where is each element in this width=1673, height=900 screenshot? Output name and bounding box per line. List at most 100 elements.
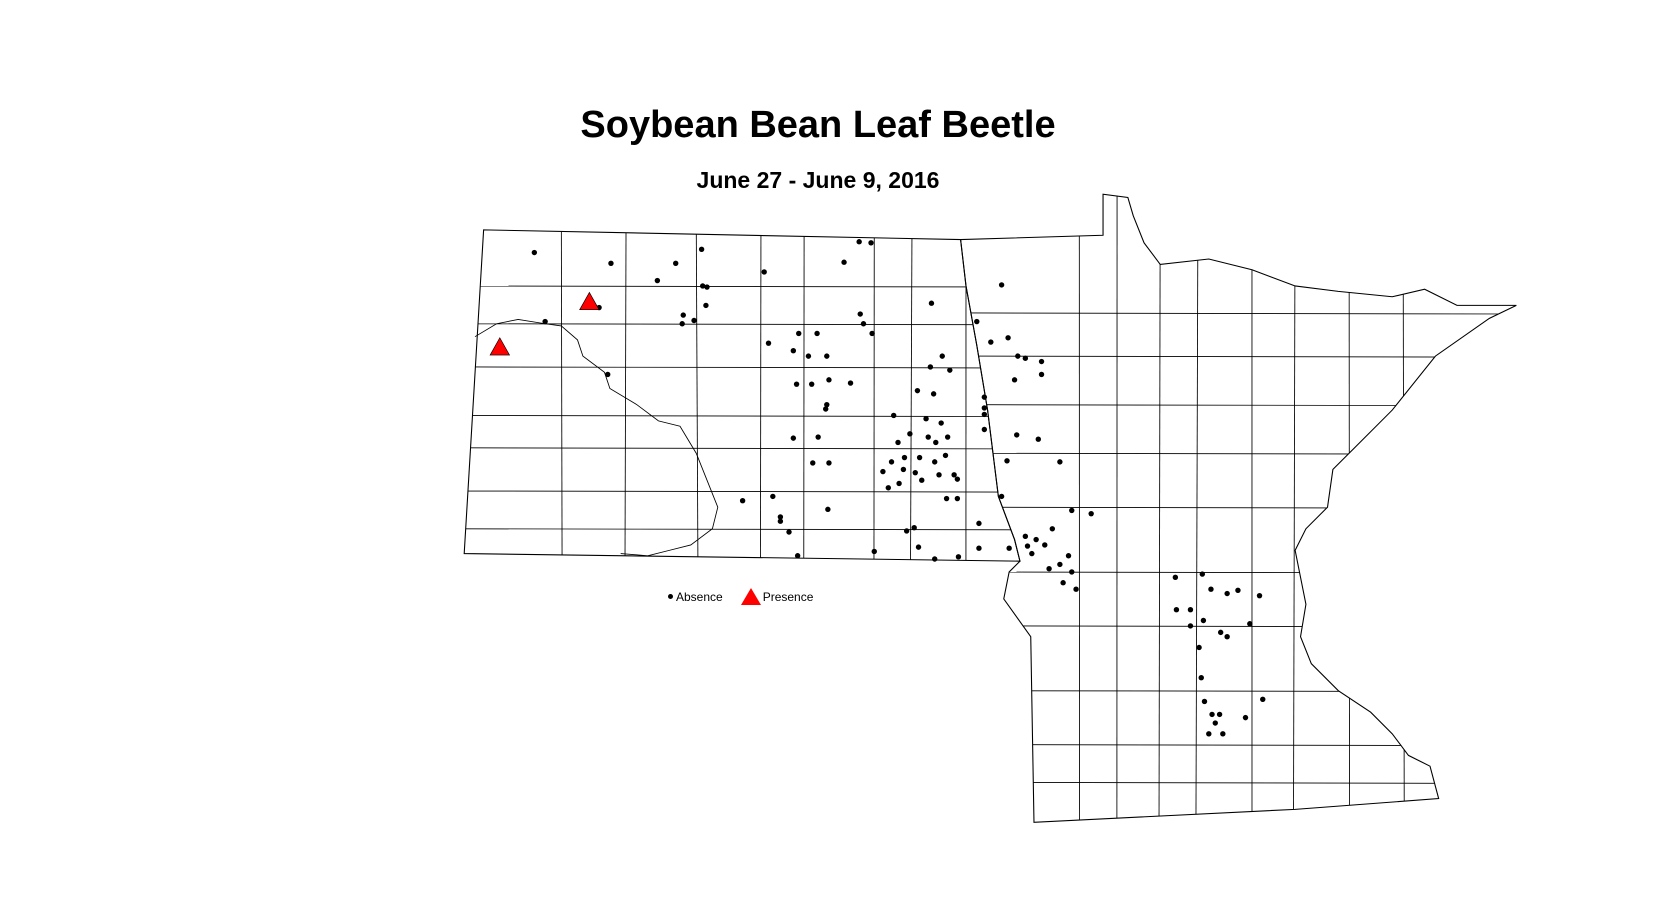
absence-point [1039,359,1044,364]
absence-point [1174,607,1179,612]
absence-point [1025,543,1030,548]
absence-point [856,239,861,244]
absence-point [951,472,956,477]
absence-point [895,440,900,445]
absence-point [795,553,800,558]
absence-point [673,261,678,266]
absence-point [999,282,1004,287]
absence-point [841,260,846,265]
absence-point [1235,588,1240,593]
absence-point [1046,566,1051,571]
absence-point [907,431,912,436]
absence-point [1217,712,1222,717]
absence-point [1050,526,1055,531]
absence-point [933,440,938,445]
absence-point [1260,697,1265,702]
absence-point [938,420,943,425]
county-line [453,448,1025,449]
county-line [453,367,1025,368]
absence-point [699,247,704,252]
county-line [971,313,1532,314]
absence-point [982,412,987,417]
absence-point [786,529,791,534]
absence-point [815,434,820,439]
county-line [971,453,1532,454]
absence-point [923,416,928,421]
absence-point [932,459,937,464]
absence-point [982,405,987,410]
absence-point [1073,587,1078,592]
absence-point [940,353,945,358]
absence-point [872,549,877,554]
absence-point [1042,542,1047,547]
absence-point [814,331,819,336]
absence-point [1066,553,1071,558]
absence-point [1057,459,1062,464]
absence-point [806,353,811,358]
absence-point [770,494,775,499]
absence-point [916,544,921,549]
county-line [971,745,1532,746]
absence-point [955,496,960,501]
legend-absence-label: Absence [676,590,723,604]
absence-point [861,321,866,326]
absence-point [1033,537,1038,542]
absence-point [1201,618,1206,623]
absence-point [982,427,987,432]
absence-point [1012,377,1017,382]
county-line [971,572,1532,573]
absence-point [1069,508,1074,513]
absence-point [988,339,993,344]
absence-point [826,377,831,382]
absence-point [858,311,863,316]
absence-point [691,318,696,323]
absence-point [1188,623,1193,628]
absence-point [825,507,830,512]
absence-point [1057,562,1062,567]
county-map [0,0,1673,900]
absence-point [605,372,610,377]
absence-point [810,460,815,465]
absence-point [931,391,936,396]
county-line [453,324,1025,325]
absence-point [704,284,709,289]
absence-point [681,312,686,317]
absence-point [1213,720,1218,725]
legend-presence-label: Presence [763,590,814,604]
absence-point [766,340,771,345]
absence-point [912,525,917,530]
absence-point [999,494,1004,499]
county-line [971,626,1532,627]
absence-point [1188,607,1193,612]
absence-point [929,301,934,306]
absence-point [982,394,987,399]
absence-point [956,554,961,559]
county-line [1293,183,1295,830]
minnesota-county-lines [971,183,1532,830]
county-line [910,216,912,572]
absence-point [955,476,960,481]
absence-point [886,485,891,490]
absence-point [944,496,949,501]
absence-point [1039,372,1044,377]
absence-point [917,455,922,460]
absence-point [1202,699,1207,704]
absence-point [1069,569,1074,574]
absence-point [532,250,537,255]
absence-point [1206,731,1211,736]
absence-point [608,261,613,266]
absence-point [679,321,684,326]
absence-point [1208,587,1213,592]
county-line [561,216,562,572]
county-line [453,529,1025,530]
county-line [696,216,698,572]
absence-point [762,269,767,274]
absence-point [1005,335,1010,340]
absence-point [1243,715,1248,720]
absence-point [1060,580,1065,585]
absence-point [904,528,909,533]
county-line [453,491,1025,492]
absence-point [974,319,979,324]
absence-point [826,460,831,465]
absence-point [891,413,896,418]
